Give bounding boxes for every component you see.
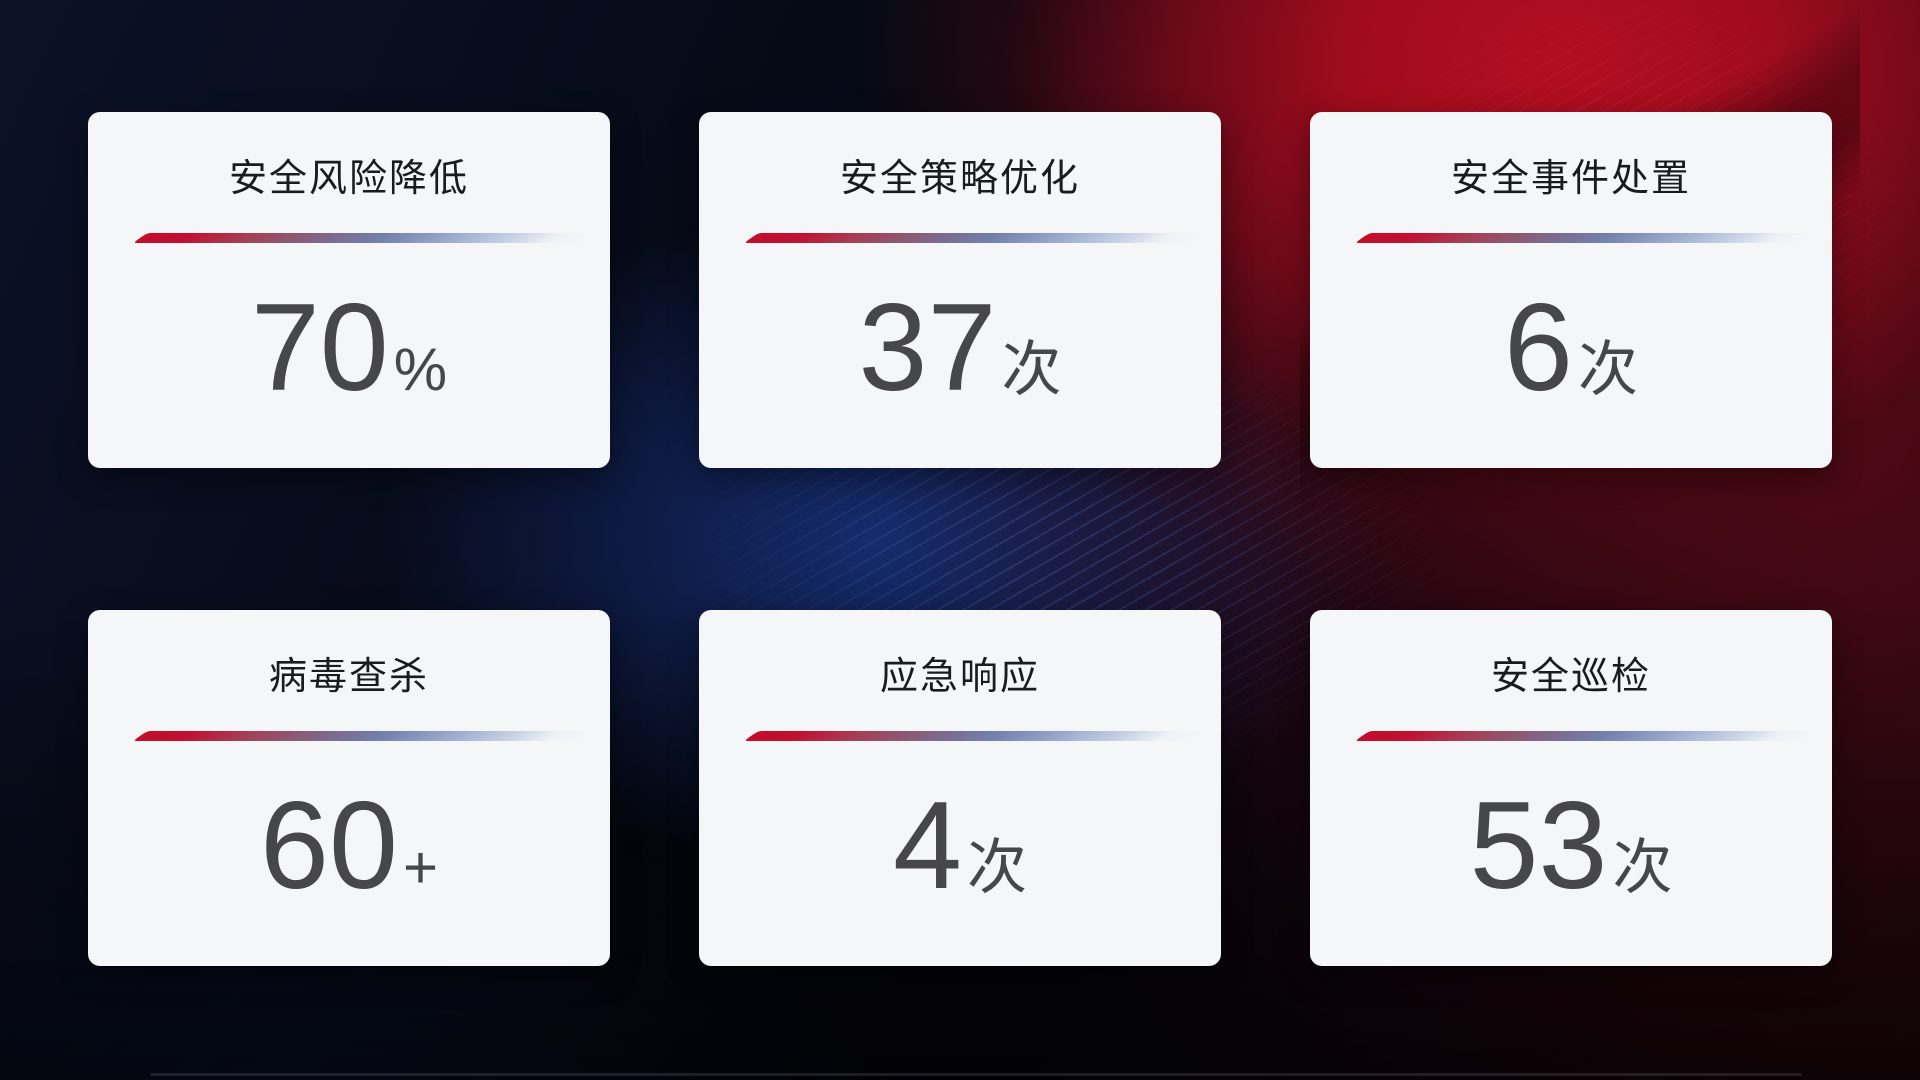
stat-value: 53 次 bbox=[1470, 784, 1673, 908]
stat-value-area: 37 次 bbox=[699, 243, 1221, 468]
stat-value: 37 次 bbox=[859, 286, 1062, 410]
stat-number: 4 bbox=[893, 776, 962, 915]
accent-divider-line bbox=[1354, 731, 1820, 741]
stat-card-emergency-response: 应急响应 4 次 bbox=[699, 610, 1221, 966]
accent-divider-line bbox=[132, 233, 598, 243]
stat-number: 37 bbox=[858, 278, 997, 417]
accent-divider-line bbox=[132, 731, 598, 741]
stat-unit: 次 bbox=[966, 833, 1027, 901]
stat-unit: 次 bbox=[1612, 833, 1673, 901]
stat-number: 70 bbox=[250, 278, 389, 417]
stat-card-security-inspection: 安全巡检 53 次 bbox=[1310, 610, 1832, 966]
accent-divider-line bbox=[743, 731, 1209, 741]
stat-number: 53 bbox=[1469, 776, 1608, 915]
stat-unit: + bbox=[402, 833, 438, 901]
stat-value: 4 次 bbox=[893, 784, 1027, 908]
stat-card-grid: 安全风险降低 70 % 安全策略优化 37 次 安全事件处置 bbox=[88, 112, 1832, 968]
stat-card-virus-scan: 病毒查杀 60 + bbox=[88, 610, 610, 966]
stat-value-area: 70 % bbox=[88, 243, 610, 468]
stat-value-area: 53 次 bbox=[1310, 741, 1832, 966]
stat-value-area: 4 次 bbox=[699, 741, 1221, 966]
stat-card-policy-optimization: 安全策略优化 37 次 bbox=[699, 112, 1221, 468]
stat-value-area: 60 + bbox=[88, 741, 610, 966]
stat-card-title: 病毒查杀 bbox=[268, 656, 429, 698]
stat-value: 60 + bbox=[260, 784, 438, 908]
stat-unit: % bbox=[393, 335, 448, 403]
stat-card-title: 安全风险降低 bbox=[228, 158, 469, 200]
stat-card-title: 安全策略优化 bbox=[839, 158, 1080, 200]
stat-unit: 次 bbox=[1577, 335, 1638, 403]
stat-value: 70 % bbox=[251, 286, 447, 410]
stat-card-title: 安全巡检 bbox=[1490, 656, 1651, 698]
accent-divider-line bbox=[1354, 233, 1820, 243]
accent-divider-line bbox=[743, 233, 1209, 243]
stat-number: 60 bbox=[260, 776, 398, 915]
stat-value-area: 6 次 bbox=[1310, 243, 1832, 468]
stat-value: 6 次 bbox=[1504, 286, 1638, 410]
stat-card-title: 安全事件处置 bbox=[1450, 158, 1691, 200]
bottom-edge-strip bbox=[150, 1073, 1802, 1076]
stat-card-incident-handling: 安全事件处置 6 次 bbox=[1310, 112, 1832, 468]
stat-card-title: 应急响应 bbox=[879, 656, 1040, 698]
stat-unit: 次 bbox=[1001, 335, 1062, 403]
stat-number: 6 bbox=[1504, 278, 1573, 417]
stat-card-risk-reduction: 安全风险降低 70 % bbox=[88, 112, 610, 468]
